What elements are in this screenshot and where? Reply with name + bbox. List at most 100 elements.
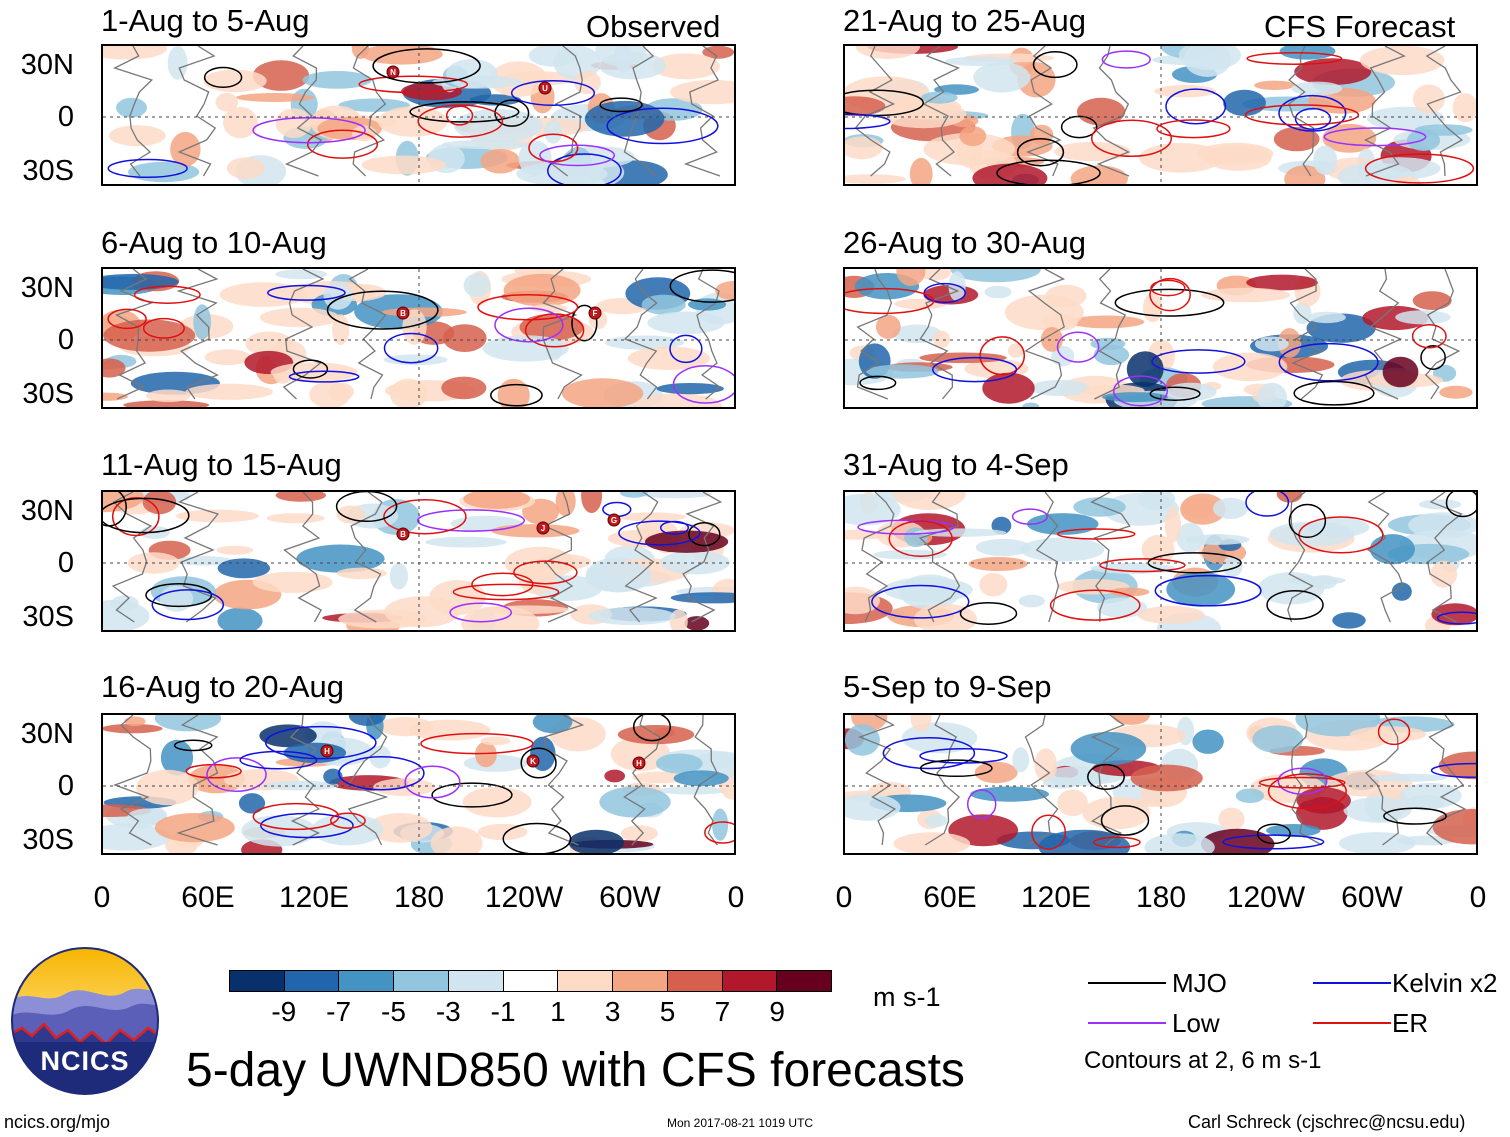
anomaly-shade	[389, 378, 428, 407]
contour-line	[672, 365, 734, 404]
anomaly-shade	[336, 505, 365, 524]
lon-left-180: 180	[393, 881, 445, 914]
wind-anomaly-map: NU	[103, 46, 734, 184]
anomaly-shade	[1306, 517, 1370, 538]
contour-line	[1267, 773, 1347, 810]
coastline	[177, 46, 217, 177]
anomaly-shade	[368, 813, 433, 843]
contour-line	[1154, 574, 1262, 607]
contour-line	[329, 812, 366, 829]
contour-line	[471, 572, 534, 597]
map-obs-3: B J G	[101, 490, 736, 632]
anomaly-shade	[475, 741, 497, 768]
anomaly-shade	[226, 157, 266, 179]
coastline	[176, 715, 219, 846]
coastline	[112, 46, 154, 177]
anomaly-shade	[1349, 726, 1427, 743]
contour-line	[1445, 492, 1476, 518]
colorbar-swatch	[503, 971, 559, 991]
contour-line	[449, 602, 513, 623]
anomaly-shade	[595, 46, 646, 67]
anomaly-shade	[845, 586, 880, 615]
anomaly-shade	[381, 307, 467, 317]
anomaly-shade	[259, 307, 340, 328]
anomaly-shade	[1144, 833, 1215, 853]
contour-line	[494, 99, 530, 127]
anomaly-shade	[875, 314, 901, 339]
anomaly-shade	[1201, 287, 1291, 303]
anomaly-shade	[348, 715, 386, 726]
coastline	[1287, 492, 1314, 623]
anomaly-shade	[383, 354, 448, 366]
anomaly-shade	[1294, 58, 1372, 85]
coastline	[283, 492, 322, 623]
map-fcst-1	[843, 44, 1478, 186]
contour-line	[206, 757, 267, 793]
contour-line	[1099, 558, 1186, 573]
contour-line	[420, 732, 534, 755]
anomaly-shade	[641, 294, 686, 315]
coastline	[543, 492, 579, 623]
panel-title-obs-4: 16-Aug to 20-Aug	[101, 669, 345, 704]
colorbar-swatch	[339, 971, 395, 991]
coastline	[1024, 715, 1059, 846]
anomaly-shade	[389, 562, 408, 590]
anomaly-shade	[584, 100, 665, 137]
colorbar	[229, 970, 832, 992]
contour-line	[845, 89, 924, 117]
anomaly-shade	[124, 716, 146, 727]
coastline	[693, 715, 718, 846]
observed-label: Observed	[586, 9, 721, 44]
contour-line	[1090, 119, 1173, 158]
ncics-logo: NCICS	[10, 946, 160, 1096]
storm-marker: B	[396, 527, 410, 541]
anomaly-shade	[1073, 497, 1126, 517]
storm-marker-label: F	[593, 309, 598, 318]
anomaly-shade	[950, 269, 1041, 283]
anomaly-shade	[1276, 492, 1303, 503]
anomaly-shade	[136, 769, 199, 806]
anomaly-shade	[670, 79, 734, 105]
contour-line	[632, 715, 672, 742]
footer-url[interactable]: ncics.org/mjo	[4, 1112, 111, 1132]
lat-30n-1: 30N	[20, 49, 74, 81]
anomaly-shade	[1452, 93, 1476, 123]
anomaly-shade	[973, 62, 1031, 93]
legend-low-line	[1088, 1022, 1166, 1024]
anomaly-shade	[1307, 311, 1346, 324]
coastline	[1289, 269, 1324, 400]
anomaly-shade	[684, 616, 710, 630]
coastline	[1024, 269, 1066, 400]
contour-line	[932, 356, 1018, 383]
storm-marker-label: N	[390, 68, 396, 77]
anomaly-shade	[588, 607, 676, 625]
map-fcst-2	[843, 267, 1478, 409]
contour-line	[264, 725, 377, 760]
anomaly-shade	[1093, 344, 1130, 366]
anomaly-shade	[845, 793, 901, 821]
contour-line	[494, 307, 564, 343]
anomaly-shade	[108, 125, 166, 147]
contour-line	[445, 105, 474, 126]
contour-line	[1056, 528, 1136, 540]
anomaly-shade	[896, 269, 926, 286]
legend-mjo-label: MJO	[1172, 968, 1227, 998]
anomaly-shade	[275, 492, 326, 502]
anomaly-shade	[204, 349, 251, 366]
anomaly-shade	[193, 304, 212, 340]
contour-line	[1100, 805, 1150, 836]
anomaly-shade	[1109, 587, 1150, 597]
wind-anomaly-map	[845, 269, 1476, 407]
storm-marker-label: H	[324, 747, 330, 756]
legend-kelvin-label: Kelvin x2	[1392, 968, 1498, 998]
coastline	[1363, 46, 1406, 177]
lat-0-1: 0	[57, 101, 74, 133]
anomaly-shade	[647, 311, 725, 335]
anomaly-shade	[238, 793, 266, 814]
anomaly-shade	[275, 269, 328, 280]
colorbar-swatch	[230, 971, 285, 991]
anomaly-shade	[185, 383, 273, 400]
coastline	[350, 492, 383, 623]
anomaly-shade	[252, 571, 333, 593]
